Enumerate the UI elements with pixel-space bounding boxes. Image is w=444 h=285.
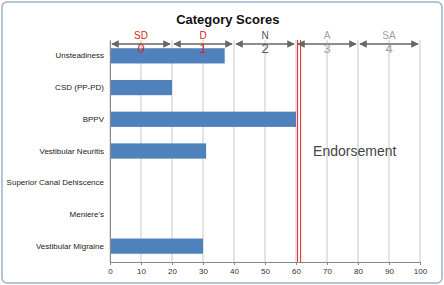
x-tick: 40: [230, 262, 239, 276]
grid: [110, 40, 420, 262]
x-tick-label: 30: [199, 267, 208, 276]
y-tick: CSD (PP-PD): [55, 83, 110, 92]
x-tick: 50: [261, 262, 270, 276]
band-label: N: [261, 30, 268, 41]
x-tick-mark: [420, 262, 421, 265]
x-axis-line: [111, 263, 421, 266]
y-tick: Vestibular Neuritis: [40, 147, 110, 156]
scale-bands: SD0 D1 N2 A3 SA4: [112, 30, 418, 56]
x-tick: 20: [168, 262, 177, 276]
x-tick: 10: [137, 262, 146, 276]
x-tick-mark: [296, 262, 297, 265]
band-label: SA: [382, 30, 396, 41]
chart: Endorsement0102030405060708090100Unstead…: [0, 0, 444, 285]
y-tick-label: Meniere's: [70, 210, 104, 219]
x-tick: 0: [108, 262, 113, 276]
threshold-line: [300, 40, 301, 262]
y-tick: Unsteadiness: [56, 51, 110, 60]
y-axis-line: [110, 41, 111, 263]
band-value: 4: [385, 41, 392, 56]
grid-line: [296, 40, 297, 262]
frame: [2, 2, 442, 283]
band-value: 1: [199, 41, 206, 56]
x-tick-label: 70: [323, 267, 332, 276]
x-tick: 30: [199, 262, 208, 276]
x-tick: 70: [323, 262, 332, 276]
x-tick-mark: [234, 262, 235, 265]
bar: [110, 239, 203, 254]
band-value: 3: [323, 41, 330, 56]
y-tick-label: Superior Canal Dehiscence: [7, 178, 105, 187]
x-tick-label: 0: [108, 267, 113, 276]
x-tick-label: 80: [354, 267, 363, 276]
x-tick-label: 90: [385, 267, 394, 276]
x-tick-label: 50: [261, 267, 270, 276]
x-tick-mark: [172, 262, 173, 265]
x-tick-mark: [358, 262, 359, 265]
band-value: 0: [137, 41, 144, 56]
bar: [110, 80, 172, 95]
bar: [110, 48, 225, 63]
grid-line: [110, 40, 111, 262]
y-tick-label: CSD (PP-PD): [55, 83, 104, 92]
x-tick-mark: [141, 262, 142, 265]
x-tick-label: 100: [414, 267, 428, 276]
x-axis: 0 10 20 30 40 50 60 70 80 90 100: [108, 262, 427, 276]
x-tick-label: 10: [137, 267, 146, 276]
x-tick-mark: [203, 262, 204, 265]
bar: [110, 143, 206, 158]
plot: Endorsement0102030405060708090100Unstead…: [7, 40, 428, 276]
x-tick: 90: [385, 262, 394, 276]
x-tick-mark: [327, 262, 328, 265]
x-tick-mark: [389, 262, 390, 265]
band-label: D: [199, 30, 206, 41]
grid-line: [265, 40, 266, 262]
x-tick-mark: [265, 262, 266, 265]
x-tick: 100: [414, 262, 428, 276]
x-tick-label: 40: [230, 267, 239, 276]
x-tick: 60: [292, 262, 301, 276]
grid-line: [420, 40, 421, 262]
band-label: SD: [134, 30, 148, 41]
bars: [110, 48, 296, 254]
y-tick: Vestibular Migraine: [36, 242, 110, 251]
y-tick: BPPV: [83, 115, 110, 124]
band-label: A: [324, 30, 331, 41]
y-tick: Meniere's: [70, 210, 110, 219]
grid-line: [234, 40, 235, 262]
y-tick-label: BPPV: [83, 115, 105, 124]
bar: [110, 112, 296, 127]
y-tick-label: Vestibular Migraine: [36, 242, 105, 251]
x-tick-label: 20: [168, 267, 177, 276]
y-tick-label: Vestibular Neuritis: [40, 147, 104, 156]
x-tick-label: 60: [292, 267, 301, 276]
y-tick: Superior Canal Dehiscence: [7, 178, 110, 187]
title: Category Scores: [176, 12, 279, 27]
threshold-line: [297, 40, 298, 262]
y-axis: Unsteadiness CSD (PP-PD) BPPV Vestibular Ne…: [7, 41, 111, 263]
x-tick: 80: [354, 262, 363, 276]
threshold-label: Endorsement: [313, 143, 396, 159]
y-tick-label: Unsteadiness: [56, 51, 104, 60]
band-value: 2: [261, 41, 268, 56]
threshold: [298, 40, 301, 262]
